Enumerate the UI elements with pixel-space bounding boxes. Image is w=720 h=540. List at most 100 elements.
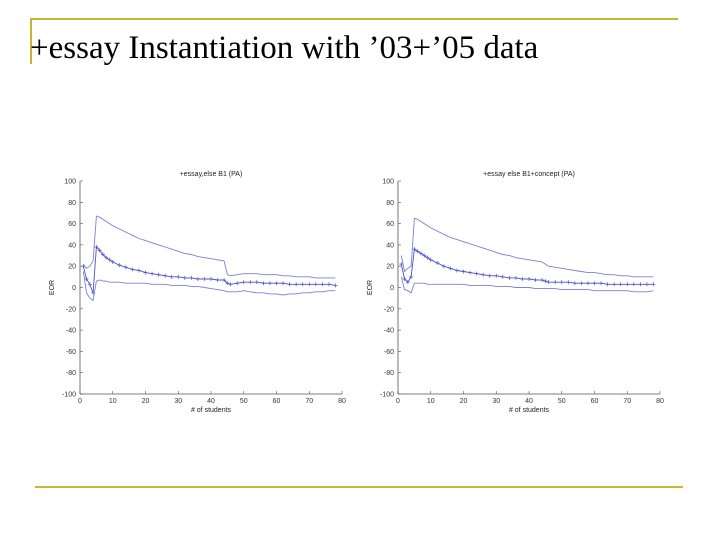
x-axis-label: # of students <box>191 407 232 414</box>
data-point-marker <box>454 268 459 273</box>
x-tick-label: 10 <box>427 398 435 405</box>
x-tick-label: 40 <box>207 398 215 405</box>
series-line-mean <box>82 245 336 293</box>
x-tick-label: 70 <box>305 398 313 405</box>
slide-title: +essay Instantiation with ’03+’05 data <box>30 30 539 66</box>
x-tick-label: 70 <box>623 398 631 405</box>
accent-bar-bottom <box>35 486 683 488</box>
data-point-marker <box>599 281 604 286</box>
data-point-marker <box>87 282 92 287</box>
x-tick-label: 60 <box>591 398 599 405</box>
data-point-marker <box>533 278 538 283</box>
data-point-marker <box>579 281 584 286</box>
data-point-marker <box>100 252 105 257</box>
data-point-marker <box>313 282 318 287</box>
data-point-marker <box>520 276 525 281</box>
x-tick-label: 30 <box>492 398 500 405</box>
chart-title: +essay,else B1 (PA) <box>180 171 243 178</box>
x-tick-label: 30 <box>174 398 182 405</box>
series-line-bound-2 <box>82 271 336 302</box>
data-point-marker <box>612 282 617 287</box>
series-line-bound-1 <box>82 215 336 279</box>
data-point-marker <box>513 275 518 280</box>
data-point-marker <box>222 278 227 283</box>
data-point-marker <box>631 282 636 287</box>
data-point-marker <box>209 276 213 281</box>
data-point-marker <box>559 280 564 285</box>
y-tick-label: 60 <box>68 221 76 228</box>
data-point-marker <box>468 270 473 275</box>
series-line-bound-2 <box>400 276 654 294</box>
y-tick-label: -40 <box>384 328 394 335</box>
data-point-marker <box>474 271 479 276</box>
data-point-marker <box>235 281 240 286</box>
x-axis-label: # of students <box>509 407 550 414</box>
data-point-marker <box>225 281 230 286</box>
data-point-marker <box>418 251 423 256</box>
data-point-marker <box>651 282 656 287</box>
data-point-marker <box>281 281 286 286</box>
data-point-marker <box>618 282 623 287</box>
data-point-marker <box>294 282 299 287</box>
data-point-marker <box>425 255 430 260</box>
data-point-marker <box>248 280 253 285</box>
y-tick-label: 60 <box>386 221 394 228</box>
data-point-marker <box>97 248 102 253</box>
data-point-marker <box>412 247 417 252</box>
data-point-marker <box>409 274 414 279</box>
data-point-marker <box>143 270 148 275</box>
y-tick-label: -80 <box>66 370 76 377</box>
accent-bar-top <box>30 18 678 20</box>
data-point-marker <box>117 263 122 268</box>
data-point-marker <box>150 271 155 276</box>
x-tick-label: 20 <box>142 398 150 405</box>
data-point-marker <box>287 282 292 287</box>
chart-right: +essay else B1+concept (PA)100806040200-… <box>367 171 664 414</box>
data-point-marker <box>104 255 109 260</box>
data-point-marker <box>543 279 548 284</box>
y-tick-label: 0 <box>390 285 394 292</box>
data-point-marker <box>441 264 446 269</box>
data-point-marker <box>435 261 440 266</box>
y-tick-label: -60 <box>384 349 394 356</box>
data-point-marker <box>494 273 499 278</box>
data-point-marker <box>553 280 558 285</box>
x-tick-label: 0 <box>396 398 400 405</box>
y-tick-label: -100 <box>62 392 76 399</box>
data-point-marker <box>182 275 187 280</box>
x-tick-label: 60 <box>273 398 281 405</box>
x-tick-label: 80 <box>338 398 346 405</box>
y-tick-label: -100 <box>380 392 394 399</box>
data-point-marker <box>163 273 168 278</box>
data-point-marker <box>123 265 128 270</box>
data-point-marker <box>94 245 99 250</box>
data-point-marker <box>605 282 610 287</box>
data-point-marker <box>326 282 331 287</box>
data-point-marker <box>415 249 420 254</box>
y-axis-label: EOR <box>49 280 56 295</box>
y-tick-label: 100 <box>382 179 394 186</box>
x-tick-label: 0 <box>78 398 82 405</box>
data-point-marker <box>428 257 433 262</box>
data-point-marker <box>572 281 577 286</box>
x-tick-label: 10 <box>109 398 117 405</box>
data-point-marker <box>202 276 207 281</box>
x-tick-label: 40 <box>525 398 533 405</box>
data-point-marker <box>402 276 407 281</box>
data-point-marker <box>169 274 174 279</box>
data-point-marker <box>274 281 279 286</box>
data-point-marker <box>527 276 531 281</box>
y-tick-label: 20 <box>68 264 76 271</box>
series-line-bound-1 <box>400 217 654 278</box>
data-point-marker <box>84 276 89 281</box>
data-point-marker <box>254 280 259 285</box>
x-tick-label: 50 <box>240 398 248 405</box>
data-point-marker <box>189 275 194 280</box>
data-point-marker <box>333 283 338 288</box>
data-point-marker <box>195 276 200 281</box>
data-point-marker <box>448 266 453 271</box>
data-point-marker <box>540 278 545 283</box>
data-point-marker <box>500 274 505 279</box>
data-point-marker <box>110 259 115 264</box>
data-point-marker <box>566 280 571 285</box>
